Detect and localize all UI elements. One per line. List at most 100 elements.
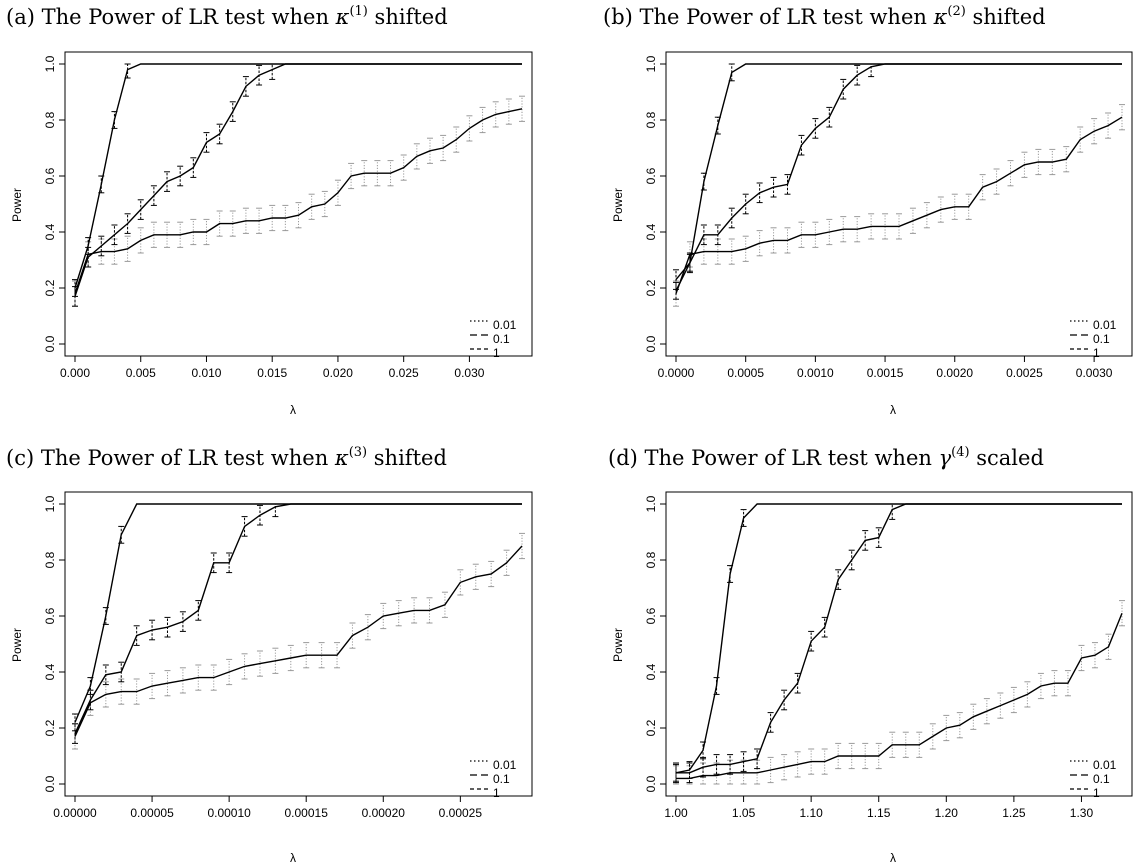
panel-a-ytick-label: 1.0	[43, 55, 57, 72]
panel-b-errorbar	[979, 174, 986, 201]
panel-b-xtick-label: 0.0000	[658, 366, 695, 380]
panel-d-errorbar	[1024, 681, 1031, 708]
panel-b-errorbar	[882, 213, 889, 240]
panel-c-xtick-label: 0.00015	[285, 806, 329, 820]
panel-a-errorbar	[334, 179, 341, 206]
panel-c-legend-label-1: 0.1	[493, 772, 510, 786]
panel-d-frame	[665, 491, 1133, 797]
panel-d-errorbar	[889, 731, 896, 758]
panel-c-errorbar	[457, 569, 464, 596]
panel-c-errorbar	[149, 672, 156, 700]
panel-d: (d) The Power of LR test when γ(4) scale…	[608, 445, 1133, 865]
panel-a-errorbar	[124, 235, 131, 262]
panel-b-xlabel: λ	[890, 403, 896, 417]
panel-d-errorbar	[835, 742, 842, 770]
panel-c-frame	[64, 491, 533, 797]
panel-a-legend-label-0: 0.01	[493, 318, 517, 332]
panel-c-ytick-label: 1.0	[43, 495, 57, 512]
panel-d-errorbar	[1051, 670, 1058, 697]
panel-a-legend-label-2: 1	[493, 346, 500, 360]
panel-a-errorbar	[177, 221, 184, 248]
panel-b-errorbar	[1077, 126, 1084, 153]
panel-d-legend-label-1: 0.1	[1093, 772, 1110, 786]
panel-c-xtick-label: 0.00025	[439, 806, 483, 820]
panel-b-errorbar	[854, 216, 861, 243]
panel-c-series-1-line	[74, 503, 522, 734]
panel-b-xtick-label: 0.0030	[1076, 366, 1113, 380]
panel-d-errorbar	[889, 503, 896, 520]
panel-a-errorbar	[479, 106, 486, 134]
panel-b-errorbar	[1091, 118, 1098, 145]
panel-d-ytick-label: 0.4	[644, 663, 658, 680]
panel-d-errorbar	[781, 754, 788, 781]
panel-b-errorbar	[1063, 146, 1070, 173]
panel-a-xtick-label: 0.015	[257, 366, 287, 380]
panel-d-errorbar	[997, 692, 1004, 719]
panel-c-errorbar	[334, 642, 341, 669]
panel-d-legend-label-0: 0.01	[1093, 758, 1117, 772]
panel-a-xtick-label: 0.010	[191, 366, 221, 380]
panel-a-xlabel: λ	[290, 403, 296, 417]
panel-c-errorbar	[411, 597, 418, 624]
panel-b-title: (b) The Power of LR test when κ(2) shift…	[603, 4, 1046, 29]
panel-b: (b) The Power of LR test when κ(2) shift…	[603, 4, 1133, 417]
panel-c-errorbar	[318, 642, 325, 669]
panel-d-series-2-line	[675, 503, 1122, 774]
panel-a-errorbar	[256, 207, 263, 234]
panel-c-errorbar	[179, 667, 186, 694]
panel-a-errorbar	[348, 162, 355, 190]
panel-d-errorbar	[767, 756, 774, 784]
panel-d-ytick-label: 1.0	[644, 495, 658, 512]
panel-c-series-2-line	[74, 503, 522, 723]
panel-a-errorbar	[295, 202, 302, 229]
panel-b-ytick-label: 0.4	[644, 223, 658, 240]
panel-d-errorbar	[1105, 633, 1112, 660]
panel-b-errorbar	[1119, 104, 1125, 131]
panel-d-errorbar	[875, 742, 882, 770]
panel-d-errorbar	[916, 731, 923, 758]
panel-c-title: (c) The Power of LR test when κ(3) shift…	[6, 445, 447, 470]
panel-c-errorbar	[503, 549, 510, 576]
panel-d-xtick-label: 1.05	[732, 806, 756, 820]
panel-c-xlabel: λ	[290, 851, 296, 865]
panel-d-xtick-label: 1.30	[1070, 806, 1094, 820]
panel-d-errorbar	[943, 714, 950, 742]
panel-d-xtick-label: 1.15	[867, 806, 891, 820]
panel-c-errorbar	[195, 664, 202, 691]
panel-c-errorbar	[303, 642, 310, 669]
panel-d-xtick-label: 1.20	[935, 806, 959, 820]
panel-c-xtick-label: 0.00000	[53, 806, 97, 820]
panel-d-errorbar	[902, 731, 909, 758]
panel-a-errorbar	[269, 63, 276, 80]
panel-c-errorbar	[395, 600, 402, 627]
panel-a-ytick-label: 0.8	[43, 111, 57, 128]
panel-d-ylabel: Power	[611, 628, 625, 662]
panel-c-ytick-label: 0.0	[43, 775, 57, 792]
panel-d-errorbar	[956, 712, 963, 739]
panel-a-frame	[64, 51, 533, 357]
panel-b-errorbar	[812, 221, 819, 248]
panel-b-ytick-label: 0.2	[644, 279, 658, 296]
panel-c-ytick-label: 0.2	[43, 719, 57, 736]
panel-d-ytick-label: 0.8	[644, 551, 658, 568]
panel-c-errorbar	[102, 681, 109, 708]
panel-d-errorbar	[808, 748, 815, 775]
panel-c-xtick-label: 0.00005	[130, 806, 174, 820]
panel-d-title: (d) The Power of LR test when γ(4) scale…	[608, 445, 1044, 470]
panel-c-errorbar	[164, 670, 171, 697]
panel-b-xtick-label: 0.0010	[797, 366, 834, 380]
panel-c-errorbar	[256, 650, 263, 677]
panel-c-ylabel: Power	[10, 628, 24, 662]
panel-b-errorbar	[1007, 160, 1014, 187]
panel-c-errorbar	[441, 591, 448, 618]
panel-a-errorbar	[453, 126, 460, 153]
panel-a-errorbar	[321, 190, 328, 218]
panel-a-errorbar	[505, 98, 512, 125]
panel-c-errorbar	[226, 658, 233, 686]
panel-b-ylabel: Power	[611, 188, 625, 222]
panel-b-series-0-line	[675, 116, 1123, 294]
panel-a-ytick-label: 0.2	[43, 279, 57, 296]
panel-b-series-1-line	[675, 63, 1122, 281]
panel-d-xtick-label: 1.00	[664, 806, 688, 820]
panel-a-ytick-label: 0.0	[43, 335, 57, 352]
